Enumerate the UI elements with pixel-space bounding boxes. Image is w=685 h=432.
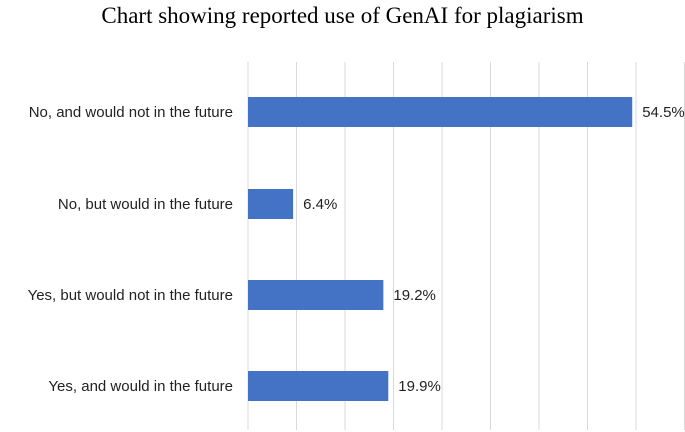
labels: No, and would not in the future 54.5% No, … [28, 104, 685, 395]
bar-1 [248, 189, 294, 219]
data-label-0: 54.5% [642, 104, 685, 121]
chart-title: Chart showing reported use of GenAI for … [101, 3, 584, 28]
category-label-2: Yes, but would not in the future [28, 287, 233, 304]
data-label-2: 19.2% [393, 287, 436, 304]
bar-3 [248, 371, 389, 401]
bar-0 [248, 97, 633, 127]
data-label-3: 19.9% [398, 378, 441, 395]
bars [248, 97, 633, 401]
category-label-0: No, and would not in the future [29, 104, 233, 121]
data-label-1: 6.4% [303, 196, 337, 213]
bar-2 [248, 280, 384, 310]
category-label-1: No, but would in the future [58, 196, 233, 213]
category-label-3: Yes, and would in the future [48, 378, 233, 395]
